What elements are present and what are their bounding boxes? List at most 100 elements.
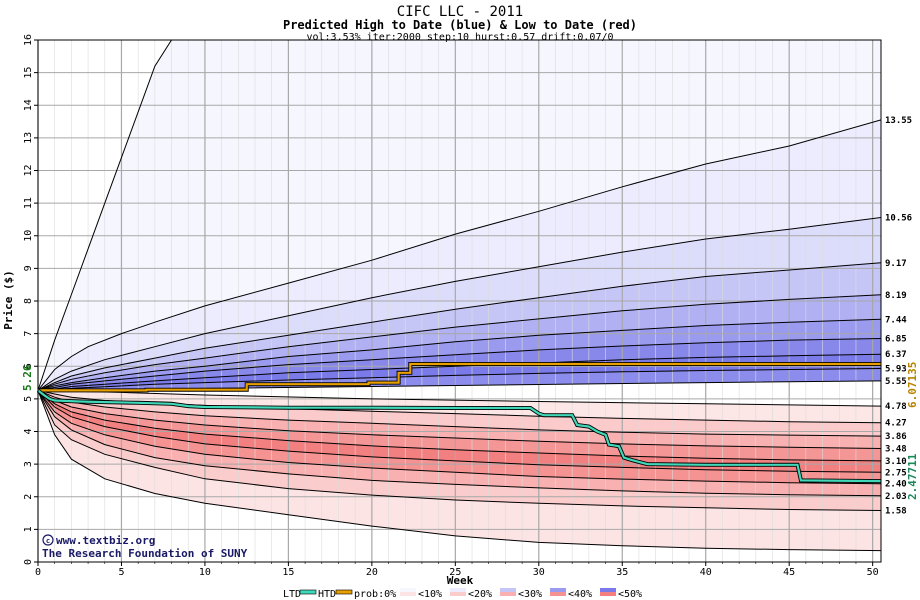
curve-end-label: 13.55 xyxy=(885,116,912,126)
legend-bin-swatch-red xyxy=(450,592,466,596)
curve-end-label: 1.58 xyxy=(885,506,907,516)
legend-htd-swatch xyxy=(335,589,353,595)
curve-end-label: 2.03 xyxy=(885,492,907,502)
percentile-curve xyxy=(37,119,882,391)
x-tick-label: 30 xyxy=(533,567,545,578)
percentile-curve xyxy=(37,39,172,391)
y-tick-label: 12 xyxy=(23,164,34,176)
legend-bin-swatch-blue xyxy=(450,588,466,592)
y-tick-label: 4 xyxy=(23,428,34,434)
lower-band-6 xyxy=(38,390,881,496)
curve-end-label: 9.17 xyxy=(885,259,907,269)
legend-bin-swatch-red xyxy=(550,592,566,596)
lower-band-5 xyxy=(38,390,881,484)
curve-end-label: 4.27 xyxy=(885,419,907,429)
y-tick-label: 10 xyxy=(23,230,34,242)
curve-end-label: 3.10 xyxy=(885,457,907,467)
y-tick-label: 1 xyxy=(23,526,34,532)
watermark-org: The Research Foundation of SUNY xyxy=(42,547,248,560)
chart-subtitle: Predicted High to Date (blue) & Low to D… xyxy=(283,18,637,32)
legend-bin-swatch-red xyxy=(500,592,516,596)
percentile-curve xyxy=(37,338,882,391)
lower-band-1 xyxy=(38,390,881,437)
y-tick-label: 9 xyxy=(23,265,34,271)
curve-end-label: 10.56 xyxy=(885,213,912,223)
percentile-curve xyxy=(37,294,882,391)
legend-bin-label: <40% xyxy=(568,589,592,600)
curve-end-label: 7.44 xyxy=(885,315,907,325)
curve-end-label: 4.78 xyxy=(885,402,907,412)
legend-bin-swatch-blue xyxy=(500,588,516,592)
percentile-curve xyxy=(37,318,882,391)
x-tick-label: 5 xyxy=(118,567,124,578)
curve-end-label: 2.40 xyxy=(885,480,907,490)
htd-ltd-series xyxy=(36,362,882,484)
legend-bin-label: <30% xyxy=(518,589,542,600)
legend-ltd-swatch xyxy=(299,589,317,595)
legend-ltd-label: LTD xyxy=(283,589,301,600)
upper-band-2 xyxy=(38,217,881,391)
chart-axes: 0 5 10 15 20 25 30 35 40 45 5001234567891011121314… xyxy=(23,34,882,578)
legend-bin-swatch-blue xyxy=(400,588,416,592)
x-tick-label: 0 xyxy=(35,567,41,578)
start-price-label: 5.26 xyxy=(21,364,34,391)
legend-htd-label: HTD xyxy=(318,589,336,600)
copyright-glyph: c xyxy=(46,537,50,545)
x-tick-label: 15 xyxy=(282,567,294,578)
y-tick-label: 11 xyxy=(23,197,34,209)
curve-end-label: 2.75 xyxy=(885,468,907,478)
y-axis-title: Price ($) xyxy=(2,270,15,330)
upper-band-0 xyxy=(38,40,881,391)
lower-band-8 xyxy=(38,390,881,551)
watermark: c www.textbiz.org The Research Foundatio… xyxy=(42,534,248,560)
legend: LTD HTD prob:0% <10% <20% <30% <40% <50% xyxy=(283,588,642,600)
curve-end-label: 6.85 xyxy=(885,335,907,345)
upper-band-1 xyxy=(38,119,881,391)
y-tick-label: 14 xyxy=(23,99,34,111)
y-tick-label: 13 xyxy=(23,132,34,144)
y-tick-label: 0 xyxy=(23,559,34,565)
percentile-curve xyxy=(37,390,882,462)
percentile-curve xyxy=(37,217,882,391)
x-tick-label: 20 xyxy=(366,567,378,578)
ltd-line xyxy=(37,389,882,483)
percentile-curve xyxy=(37,390,882,497)
y-tick-label: 16 xyxy=(23,34,34,46)
upper-band-4 xyxy=(38,294,881,391)
legend-bin-swatch-red xyxy=(600,592,616,596)
x-tick-label: 35 xyxy=(616,567,628,578)
percentile-curve xyxy=(37,390,882,473)
percentile-curve xyxy=(37,262,882,391)
x-tick-label: 45 xyxy=(783,567,795,578)
x-axis-title: Week xyxy=(447,574,474,587)
watermark-site: www.textbiz.org xyxy=(56,534,155,547)
curve-end-label: 5.55 xyxy=(885,377,907,387)
lower-band-2 xyxy=(38,390,881,449)
legend-bin-label: <10% xyxy=(418,589,442,600)
upper-band-5 xyxy=(38,319,881,391)
copyright-icon xyxy=(42,534,54,546)
y-tick-label: 7 xyxy=(23,331,34,337)
legend-bin-swatch-blue xyxy=(550,588,566,592)
percentile-curve xyxy=(37,353,882,391)
legend-bin-swatch-blue xyxy=(600,588,616,592)
percentile-curve xyxy=(37,389,882,449)
x-tick-label: 50 xyxy=(867,567,879,578)
percentile-curve xyxy=(37,390,882,485)
percentile-curves xyxy=(37,39,882,552)
curve-end-labels: 13.55 10.56 9.17 8.19 7.44 6.85 6.37 5.93 5.55 4.… xyxy=(885,116,912,517)
htd-end-label: 6.07135 xyxy=(906,362,919,408)
percentile-curve xyxy=(37,390,882,552)
y-tick-label: 15 xyxy=(23,67,34,79)
legend-prob-label: prob:0% xyxy=(354,589,396,600)
center-band xyxy=(38,380,881,407)
curve-end-label: 5.93 xyxy=(885,365,907,375)
lower-band-3 xyxy=(38,390,881,461)
legend-bin-label: <20% xyxy=(468,589,492,600)
ltd-end-label: 2.47711 xyxy=(906,453,919,500)
x-tick-label: 10 xyxy=(199,567,211,578)
y-tick-label: 5 xyxy=(23,396,34,402)
x-tick-label: 25 xyxy=(449,567,461,578)
y-tick-label: 6 xyxy=(23,363,34,369)
